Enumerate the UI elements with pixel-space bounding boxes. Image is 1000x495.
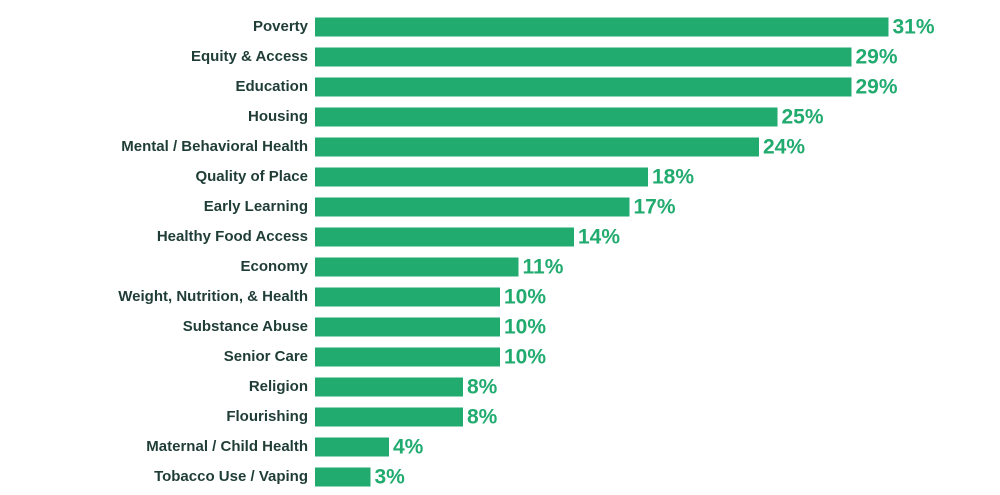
bar xyxy=(315,437,389,457)
value-label: 25% xyxy=(782,106,824,129)
value-label: 8% xyxy=(467,376,498,399)
value-label: 3% xyxy=(375,466,406,489)
category-label: Flourishing xyxy=(226,408,308,425)
value-label: 24% xyxy=(763,136,805,159)
bar xyxy=(315,17,889,37)
bar xyxy=(315,467,371,487)
category-label: Quality of Place xyxy=(195,168,308,185)
value-label: 4% xyxy=(393,436,424,459)
category-label: Mental / Behavioral Health xyxy=(121,138,308,155)
value-label: 29% xyxy=(856,46,898,69)
value-label: 10% xyxy=(504,316,546,339)
value-label: 10% xyxy=(504,346,546,369)
bar xyxy=(315,257,519,277)
bar xyxy=(315,347,500,367)
bar xyxy=(315,227,574,247)
bar xyxy=(315,77,852,97)
bar xyxy=(315,167,648,187)
category-label: Tobacco Use / Vaping xyxy=(154,468,308,485)
category-label: Weight, Nutrition, & Health xyxy=(118,288,308,305)
category-label: Maternal / Child Health xyxy=(146,438,308,455)
bar xyxy=(315,287,500,307)
category-label: Economy xyxy=(240,258,308,275)
category-label: Substance Abuse xyxy=(183,318,308,335)
bar xyxy=(315,197,630,217)
value-label: 11% xyxy=(523,256,564,279)
category-label: Housing xyxy=(248,108,308,125)
bar xyxy=(315,377,463,397)
category-label: Early Learning xyxy=(204,198,308,215)
category-label: Religion xyxy=(249,378,308,395)
category-label: Equity & Access xyxy=(191,48,308,65)
category-label: Healthy Food Access xyxy=(157,228,308,245)
category-label: Education xyxy=(235,78,308,95)
value-label: 14% xyxy=(578,226,620,249)
value-label: 18% xyxy=(652,166,694,189)
bar xyxy=(315,47,852,67)
value-label: 31% xyxy=(893,16,935,39)
category-label: Senior Care xyxy=(224,348,308,365)
bar xyxy=(315,407,463,427)
bar xyxy=(315,107,778,127)
category-label: Poverty xyxy=(253,18,309,35)
value-label: 10% xyxy=(504,286,546,309)
bar xyxy=(315,317,500,337)
value-label: 8% xyxy=(467,406,498,429)
value-label: 29% xyxy=(856,76,898,99)
value-label: 17% xyxy=(634,196,676,219)
bar xyxy=(315,137,759,157)
